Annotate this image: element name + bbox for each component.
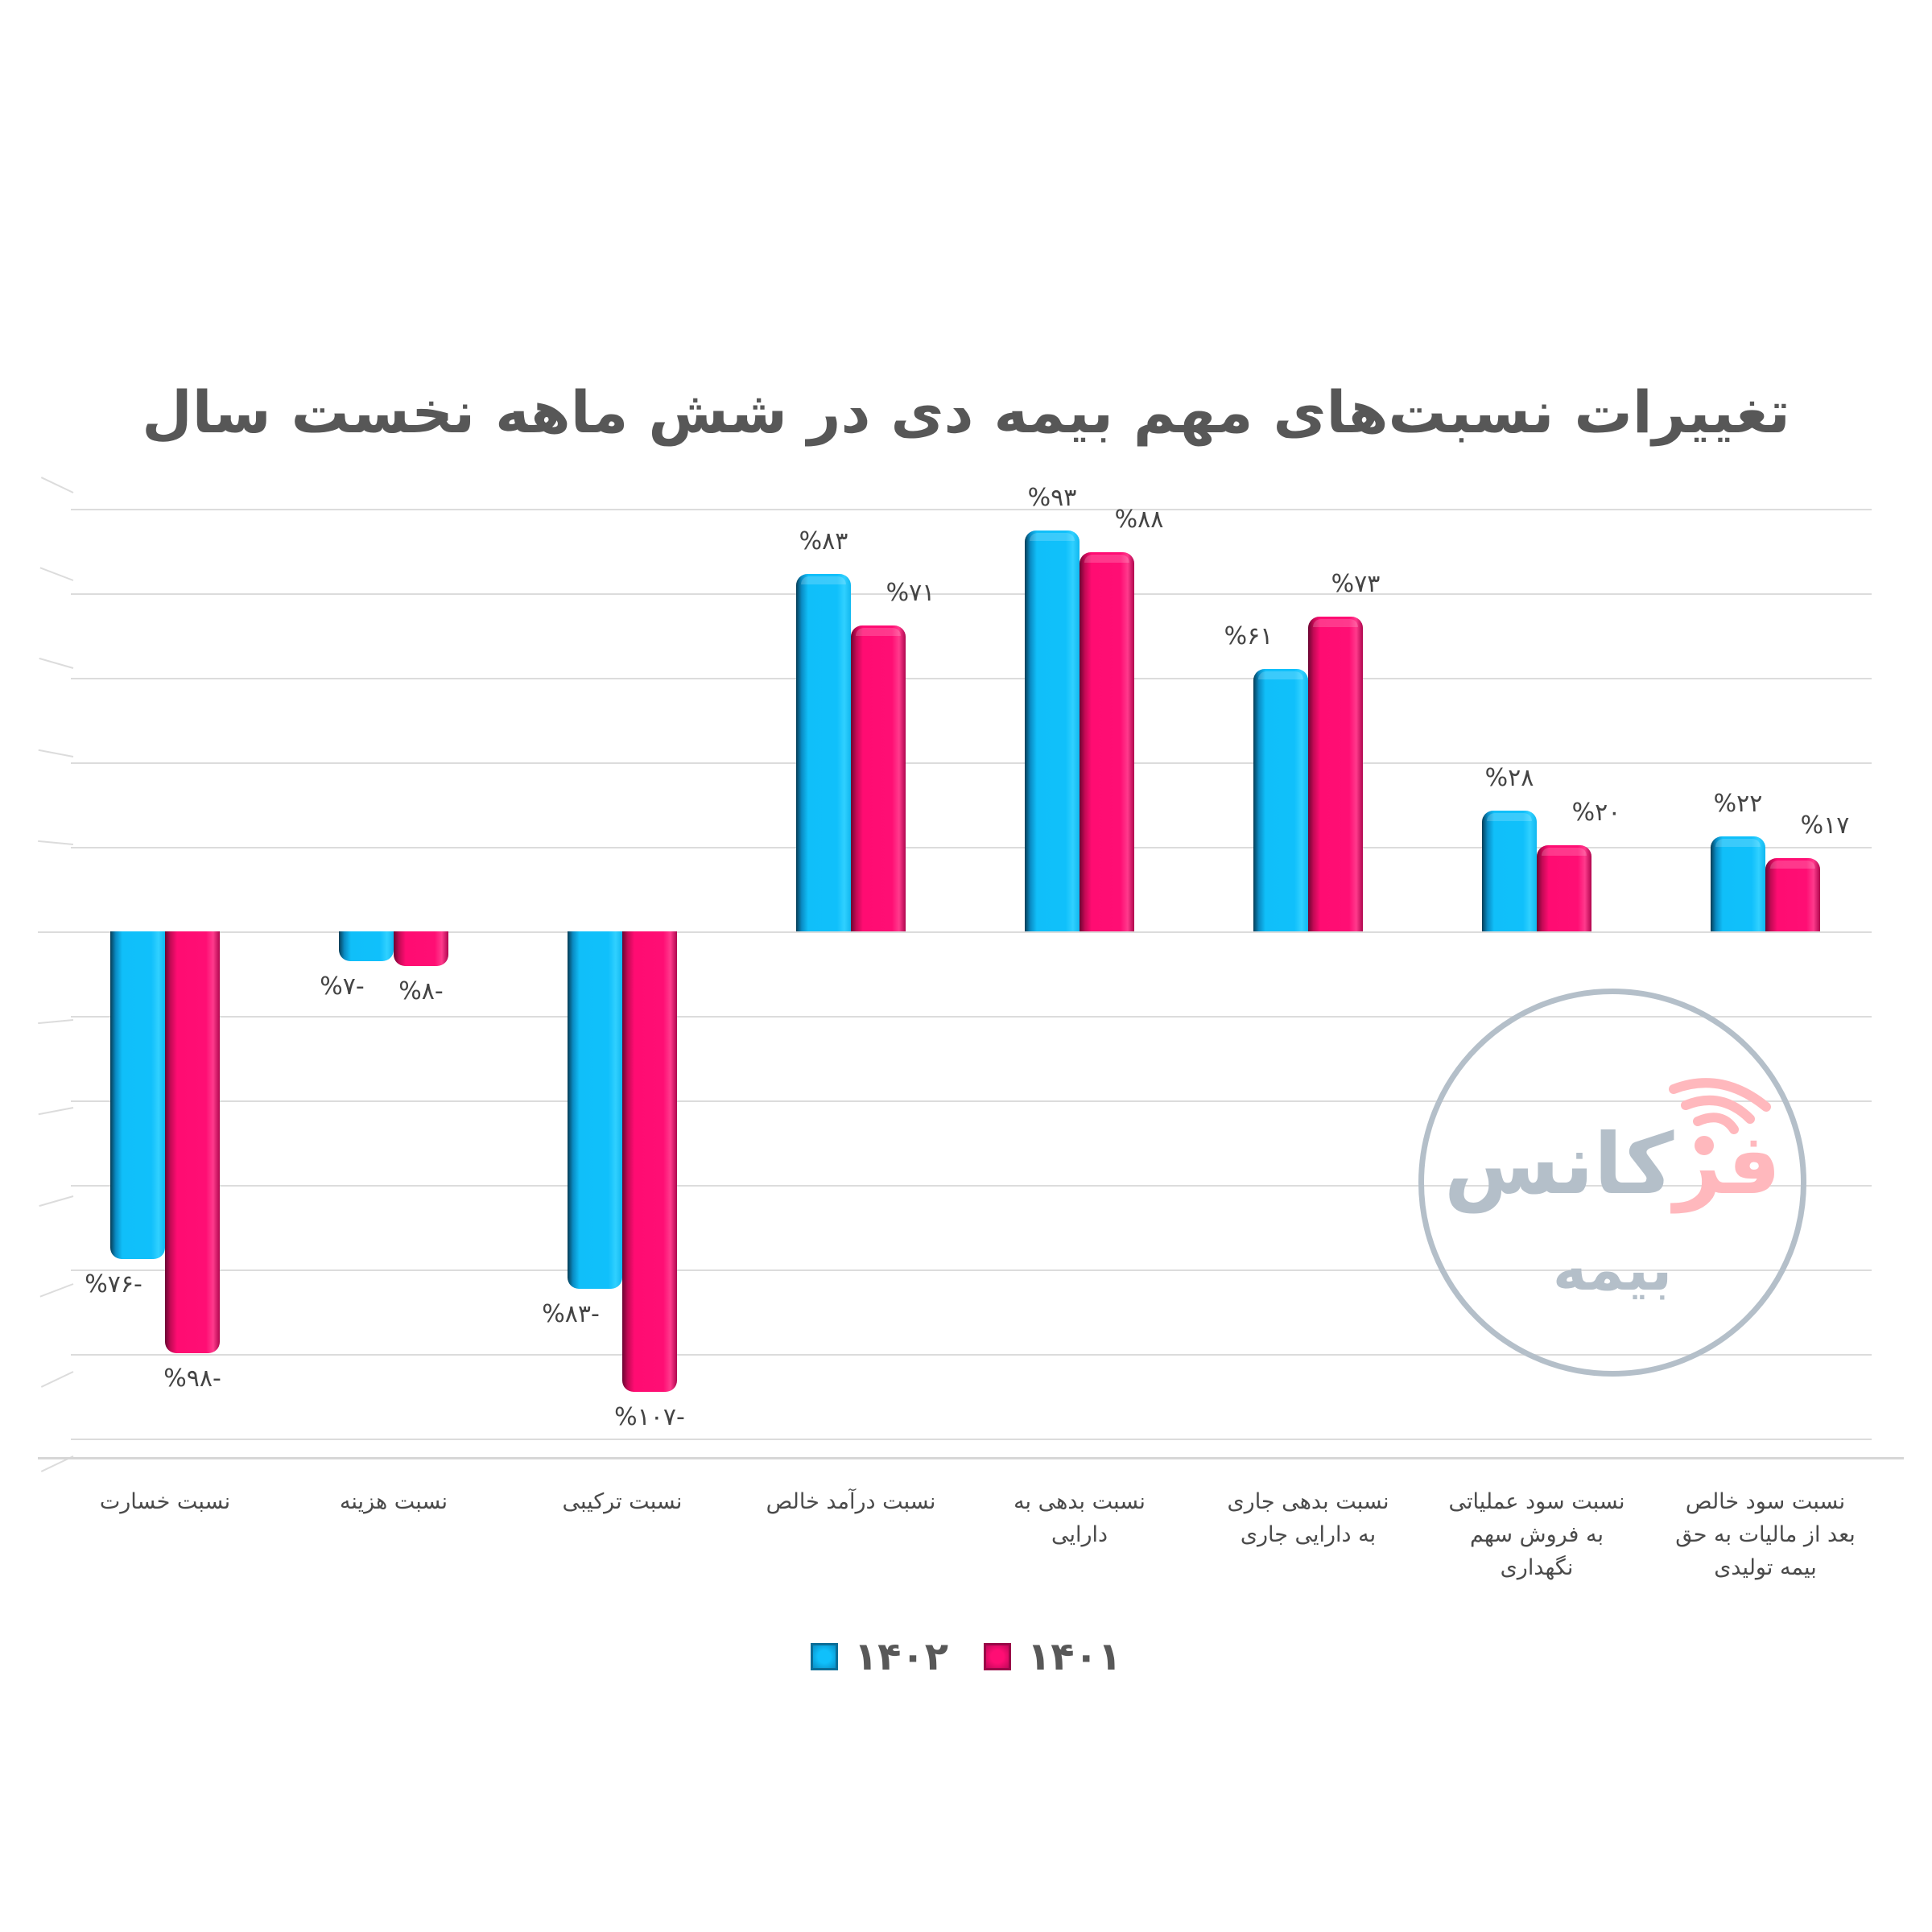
bar-1402 [339,931,394,962]
bar-1401 [1537,845,1591,931]
data-label: %۹۳ [1027,484,1077,513]
gridline-wall-tick [40,1371,74,1388]
gridline [71,762,1872,764]
category-label: نسبت خسارت [56,1485,274,1518]
data-label: %۲۲ [1713,790,1763,819]
category-label-line: نسبت سود عملیاتی [1448,1489,1625,1514]
legend: ۱۴۰۲ ۱۴۰۱ [0,1634,1932,1679]
data-label: %۷۶- [85,1269,142,1298]
data-label: %۶۱ [1224,621,1274,650]
watermark-logo: فرکانس بیمه [1418,989,1806,1377]
gridline [71,1354,1872,1356]
gridline-wall-tick [39,658,74,670]
gridline [71,1100,1872,1102]
category-label-line: نسبت هزینه [339,1489,448,1514]
data-label: %۱۰۷- [614,1403,685,1432]
data-label: %۸- [398,976,444,1005]
category-label-line: نسبت سود خالص [1685,1489,1846,1514]
legend-label: ۱۴۰۱ [1027,1634,1122,1679]
category-label: نسبت بدهی جاری به دارایی جاری [1199,1485,1417,1551]
floor-line [38,1457,1904,1459]
gridline [71,1185,1872,1187]
legend-label: ۱۴۰۲ [853,1634,948,1679]
bar-1401 [851,625,906,931]
category-label: نسبت سود خالص بعد از مالیات به حق بیمه تول… [1657,1485,1874,1584]
bar-1401 [165,931,220,1354]
category-label-line: نسبت بدهی جاری [1227,1489,1389,1514]
zero-line [71,931,1872,933]
bar-1401 [394,931,448,966]
bar-1402 [796,573,851,931]
gridline [71,593,1872,595]
bar-1402 [1253,668,1308,931]
data-label: %۸۳- [542,1300,600,1329]
category-label-line: به فروش سهم [1470,1522,1604,1547]
category-label-line: دارایی [1051,1522,1108,1547]
legend-item-1401: ۱۴۰۱ [984,1634,1121,1679]
gridline [71,1016,1872,1018]
category-label-line: نسبت خسارت [99,1489,231,1514]
category-label-line: نسبت بدهی به [1013,1489,1146,1514]
legend-item-1402: ۱۴۰۲ [810,1634,948,1679]
gridline-wall-tick [38,749,74,758]
watermark-brand-accent: فر [1674,1115,1781,1213]
category-label: نسبت درآمد خالص [742,1485,960,1518]
data-label: %۲۰ [1571,799,1621,827]
gridline-wall-tick [38,1019,74,1025]
data-label: %۱۷ [1800,811,1850,840]
bar-1402 [1482,811,1537,931]
category-label-line: بیمه تولیدی [1714,1555,1817,1580]
chart-title: تغییرات نسبت‌های مهم بیمه دی در شش ماهه … [142,378,1791,446]
category-label: نسبت هزینه [285,1485,502,1518]
legend-swatch-blue-icon [810,1643,838,1670]
category-label-line: بعد از مالیات به حق [1675,1522,1856,1547]
data-label: %۸۸ [1114,506,1164,535]
bar-1401 [1308,617,1363,931]
bar-1402 [568,931,622,1290]
bar-1401 [1080,552,1134,931]
category-label-line: به دارایی جاری [1240,1522,1377,1547]
gridline-wall-tick [38,840,74,845]
gridline-wall-tick [39,1195,74,1207]
data-label: %۹۸- [163,1364,221,1393]
category-label: نسبت بدهی به دارایی [971,1485,1188,1551]
legend-swatch-pink-icon [984,1643,1011,1670]
category-label-line: نگهداری [1500,1555,1574,1580]
data-label: %۷۳ [1331,570,1381,599]
bar-1402 [110,931,165,1259]
watermark-brand: فرکانس [1424,1115,1801,1213]
gridline-wall-tick [38,931,73,933]
gridline [71,1439,1872,1440]
watermark-brand-rest: کانس [1443,1115,1674,1213]
bar-1401 [1765,858,1820,931]
category-label: نسبت ترکیبی [514,1485,731,1518]
gridline-wall-tick [39,567,74,582]
gridline [71,847,1872,848]
watermark-subtitle: بیمه [1552,1236,1673,1303]
category-label-line: نسبت درآمد خالص [766,1489,936,1514]
gridline [71,678,1872,679]
data-label: %۸۳ [799,526,848,555]
bar-1402 [1711,836,1765,931]
category-label-line: نسبت ترکیبی [562,1489,683,1514]
wifi-signal-icon [1669,1078,1771,1155]
bar-1402 [1025,530,1080,931]
category-label: نسبت سود عملیاتی به فروش سهم نگهداری [1428,1485,1645,1584]
gridline-wall-tick [40,477,74,493]
gridline [71,1269,1872,1271]
data-label: %۷- [320,972,365,1001]
data-label: %۲۸ [1484,764,1534,793]
gridline-wall-tick [38,1107,74,1116]
gridline [71,509,1872,510]
bar-1401 [622,931,677,1393]
data-label: %۷۱ [886,579,935,608]
